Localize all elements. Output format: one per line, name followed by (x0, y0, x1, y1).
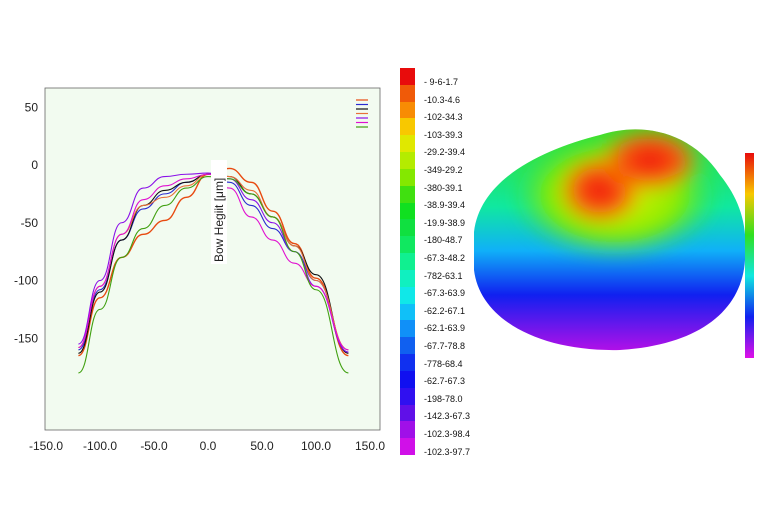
colorbar-label: -62.2-67.1 (424, 305, 466, 316)
colorbar-swatch (400, 438, 415, 456)
x-tick-label: 150.0 (355, 439, 385, 453)
ylabel-box (211, 160, 227, 264)
colorbar-swatch (400, 404, 415, 422)
y-tick-label: -150 (14, 331, 38, 345)
colorbar-label: -778-68.4 (424, 358, 463, 369)
colorbar-swatch (400, 320, 415, 338)
series-line-s7 (78, 175, 349, 374)
colorbar-label: -38.9-39.4 (424, 200, 466, 211)
x-tick-label: 0.0 (200, 439, 217, 453)
colorbar-swatch (400, 219, 415, 237)
surface-colorbar (745, 153, 754, 358)
series-line-s6 (78, 173, 349, 351)
colorbar-swatch (400, 68, 415, 86)
colorbar-label: - 9-6-1.7 (424, 77, 459, 87)
colorbar-swatch (400, 421, 415, 439)
colorbar-label: -180-48.7 (424, 235, 463, 246)
colorbar-swatch (400, 185, 415, 204)
colorbar-swatch (400, 253, 415, 271)
colorbar-swatch (400, 370, 415, 389)
colorbar-swatch (400, 286, 415, 305)
x-tick-label: -50.0 (140, 439, 168, 453)
colorbar-label: -62.7-67.3 (424, 376, 466, 387)
y-tick-label: 50 (25, 100, 39, 114)
y-axis-label: Bow Hegiit [μm] (212, 178, 226, 262)
colorbar-label: -67.3-63.9 (424, 288, 466, 299)
colorbar-swatch (400, 354, 415, 372)
colorbar-swatch (400, 303, 415, 321)
y-tick-label: -50 (21, 216, 39, 230)
colorbar-swatch (400, 387, 415, 405)
colorbar-swatch (400, 101, 415, 119)
x-tick-label: 100.0 (301, 439, 331, 453)
colorbar-label: -782-63.1 (424, 270, 463, 281)
colorbar-label: -380-39.1 (424, 182, 463, 193)
colorbar-label: -10.3-4.6 (424, 94, 461, 105)
x-tick-label: -100.0 (83, 439, 117, 453)
colorbar-label: -67.3-48.2 (424, 253, 466, 263)
colorbar-label: -67.7-78.8 (424, 341, 466, 351)
x-tick-label: -150.0 (29, 439, 63, 453)
colorbar-swatch (400, 269, 415, 288)
colorbar-swatch (400, 135, 415, 153)
colorbar-swatch (400, 118, 415, 136)
colorbar-label: -19.9-38.9 (424, 217, 466, 228)
colorbar-label: -102-34.3 (424, 112, 463, 123)
colorbar-label: -102.3-97.7 (424, 446, 471, 457)
colorbar-label: -103-39.3 (424, 129, 463, 140)
colorbar-swatch (400, 202, 415, 220)
colorbar-swatch (400, 84, 415, 103)
colorbar-swatch (400, 168, 415, 187)
colorbar-label: -62.1-63.9 (424, 323, 466, 334)
colorbar-label: -142.3-67.3 (424, 411, 471, 422)
colorbar-swatch (400, 337, 415, 355)
colorbar-label: -349-29.2 (424, 165, 463, 175)
colorbar-label: -198-78.0 (424, 393, 463, 404)
colorbar-swatch (400, 152, 415, 170)
y-tick-label: 0 (31, 158, 38, 172)
colorbar-label: -29.2-39.4 (424, 147, 466, 158)
colorbar-label: -102.3-98.4 (424, 429, 471, 439)
colorbar-swatch (400, 236, 415, 254)
y-tick-label: -100 (14, 274, 38, 288)
x-tick-label: 50.0 (250, 439, 274, 453)
